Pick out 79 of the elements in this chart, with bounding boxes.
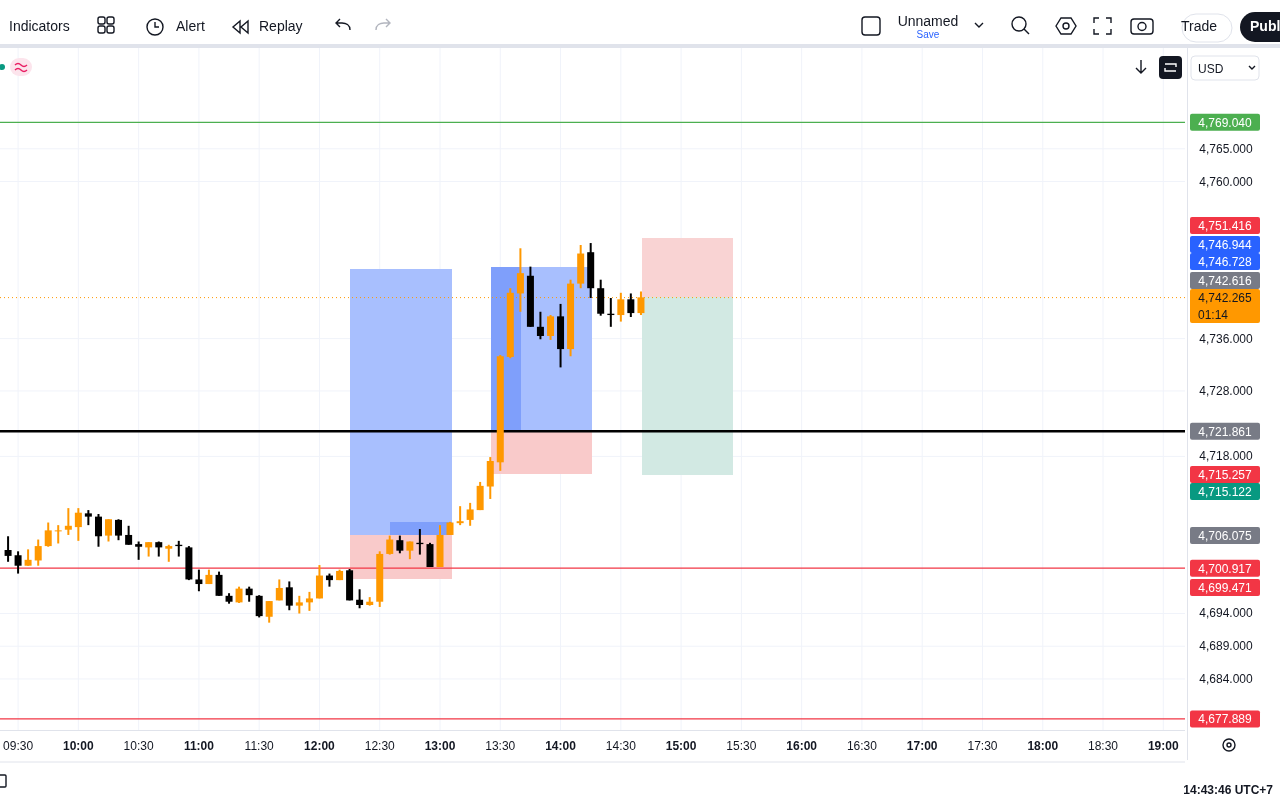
y-tick-label: 4,689.000: [1199, 639, 1254, 654]
text: Publ: [1250, 18, 1280, 34]
x-tick-label: 19:00: [1147, 739, 1179, 753]
candlestick: [356, 588, 364, 610]
candlestick: [74, 507, 82, 542]
candlestick: [386, 534, 394, 556]
ref-line-label: 4,769.040: [1198, 115, 1253, 130]
x-tick-label: 10:00: [63, 739, 95, 753]
ref-line-label: 4,742.265 01:14: [1198, 291, 1253, 323]
x-tick-label: 09:30: [3, 739, 34, 753]
x-tick-label: 12:00: [304, 739, 336, 753]
x-tick-label: 14:00: [545, 739, 577, 753]
candlestick: [426, 541, 434, 569]
text: Unnamed: [897, 13, 959, 29]
candlestick: [285, 580, 293, 612]
candlestick: [215, 570, 223, 597]
text: 4,746.944: [1198, 238, 1253, 252]
text: Save: [916, 29, 940, 40]
ref-line-label: 4,721.861: [1198, 424, 1253, 439]
y-tick-label: 4,694.000: [1199, 606, 1254, 621]
x-tick-label: 10:30: [123, 739, 154, 753]
candlestick: [305, 590, 313, 612]
candlestick: [315, 564, 323, 600]
candlestick: [94, 513, 102, 548]
y-tick-label: 4,765.000: [1199, 141, 1254, 156]
text: USD: [1198, 62, 1224, 76]
text: 4,699.471: [1198, 581, 1253, 595]
text: Indicators: [9, 18, 70, 34]
candlestick: [617, 291, 625, 323]
text: 4,715.257: [1198, 468, 1253, 482]
x-tick-label: 12:30: [364, 739, 396, 753]
candlestick: [195, 568, 203, 593]
x-tick-label: 15:30: [726, 739, 757, 753]
x-tick-label: 13:30: [485, 739, 516, 753]
x-tick-label: 17:00: [906, 739, 938, 753]
candlestick: [466, 501, 474, 527]
candlestick: [255, 594, 263, 619]
y-tick-label: 4,684.000: [1199, 671, 1254, 686]
x-tick-label: 18:30: [1088, 739, 1119, 753]
text: 4,751.416: [1198, 219, 1253, 233]
text: Trade: [1180, 18, 1218, 34]
candlestick: [265, 600, 273, 624]
candlestick: [536, 310, 544, 341]
x-tick-label: 11:00: [183, 739, 215, 753]
candlestick: [64, 507, 72, 536]
candlestick: [14, 550, 22, 575]
ref-line-label: 4,700.917: [1198, 561, 1253, 576]
y-tick-label: 4,760.000: [1199, 174, 1254, 189]
x-tick-label: 18:00: [1027, 739, 1059, 753]
text: Alert: [176, 18, 205, 34]
text: 4,715.122: [1198, 485, 1253, 499]
x-tick-label: 16:30: [846, 739, 878, 753]
candlestick: [456, 505, 464, 527]
candlestick: [135, 540, 143, 561]
candlestick: [115, 518, 122, 542]
text: 14:43:46 UTC+7: [1183, 783, 1274, 797]
candlestick: [627, 292, 635, 318]
y-tick-label: 4,718.000: [1199, 449, 1254, 464]
text: 4,706.075: [1198, 529, 1253, 543]
text: 4,746.728: [1198, 255, 1253, 269]
candlestick: [516, 247, 524, 313]
text: Replay: [259, 18, 303, 34]
candlestick: [34, 538, 42, 567]
y-tick-label: 4,736.000: [1199, 331, 1254, 346]
y-tick-label: 4,728.000: [1199, 383, 1254, 398]
candlestick: [104, 518, 112, 543]
candlestick: [44, 521, 52, 548]
candlestick: [547, 314, 555, 341]
candlestick: [4, 535, 12, 563]
ref-line-label: 4,677.889: [1198, 712, 1253, 727]
x-tick-label: 13:00: [424, 739, 456, 753]
candlestick: [54, 524, 62, 545]
x-tick-label: 14:30: [605, 739, 637, 753]
x-tick-label: 15:00: [665, 739, 697, 753]
x-tick-label: 11:30: [244, 739, 275, 753]
text: 4,742.616: [1198, 274, 1253, 288]
x-tick-label: 16:00: [786, 739, 818, 753]
x-tick-label: 17:30: [967, 739, 998, 753]
candlestick: [125, 524, 133, 546]
